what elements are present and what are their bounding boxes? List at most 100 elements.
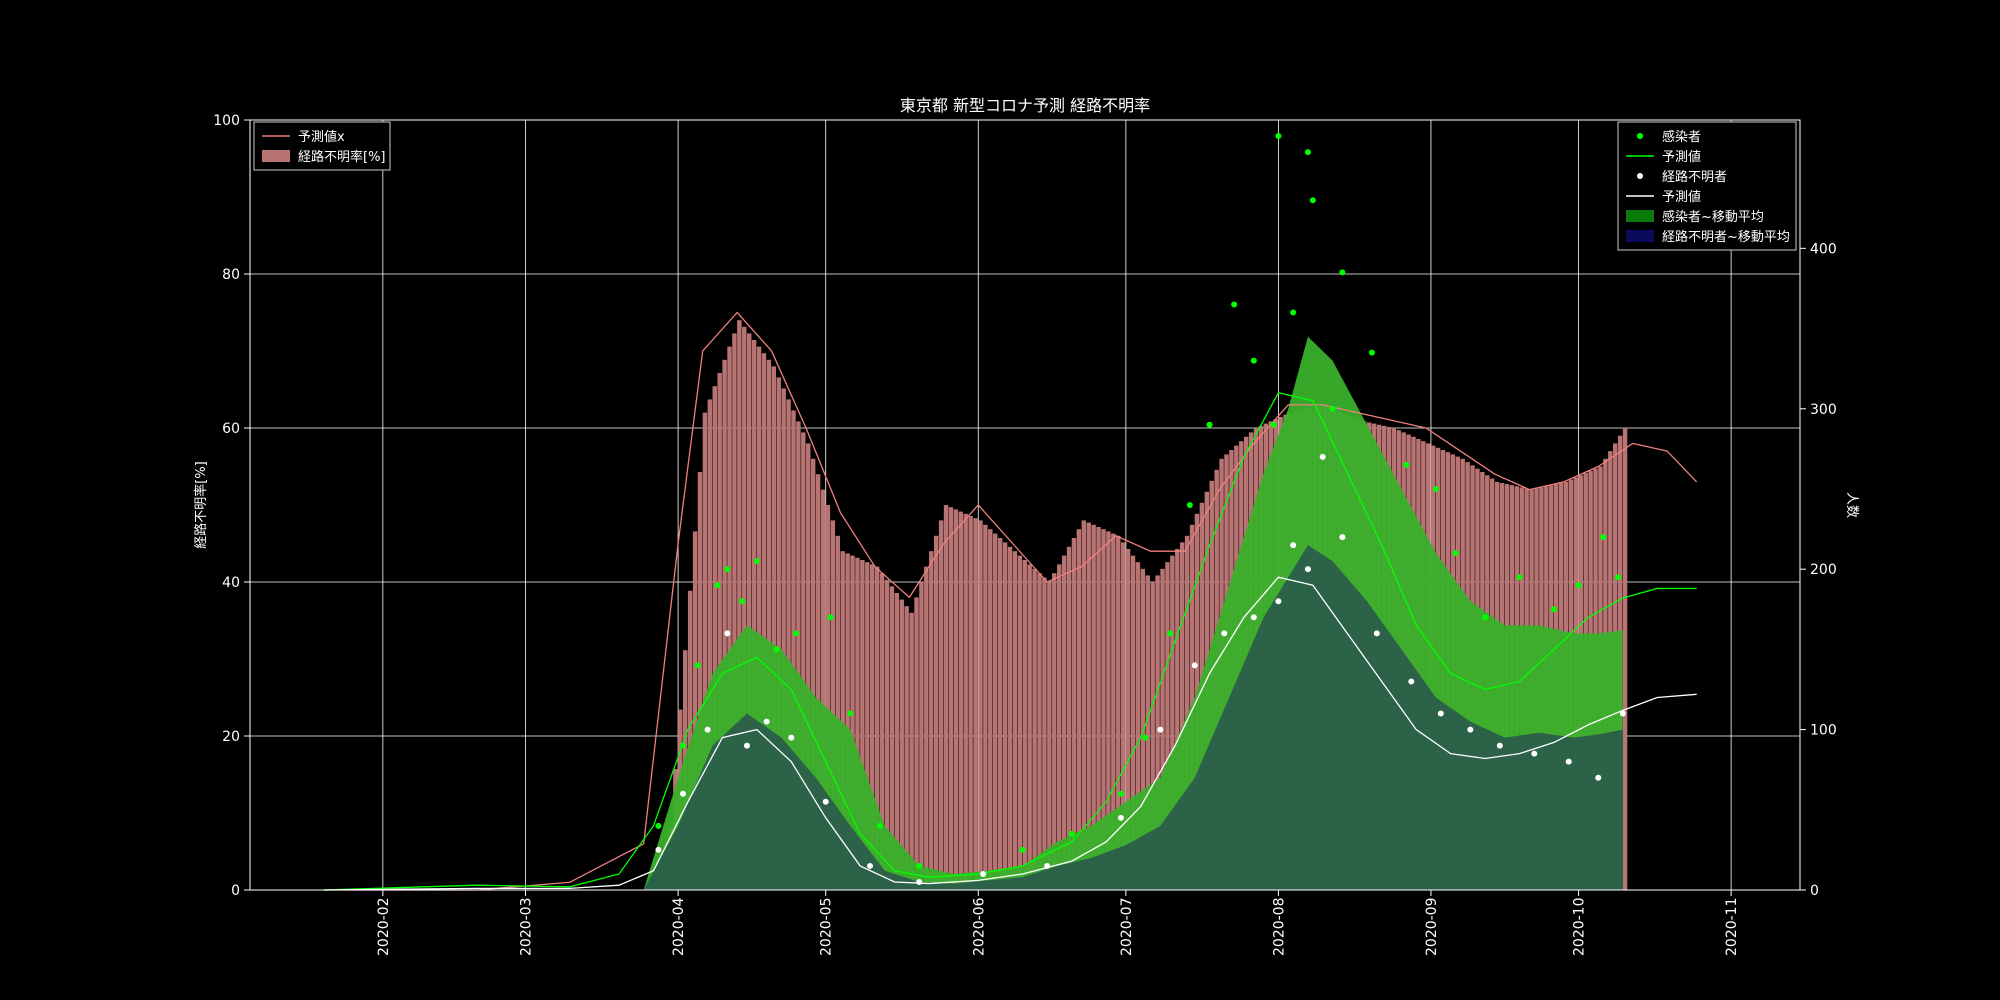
infected-point — [1432, 485, 1439, 492]
legend-label: 予測値x — [298, 129, 345, 145]
legend-left: 予測値x 経路不明率[%] — [253, 121, 391, 171]
infected-point — [1167, 630, 1174, 637]
rate-bar — [1175, 549, 1180, 890]
rate-bar — [761, 353, 767, 890]
rate-bar — [1012, 551, 1018, 890]
rate-bar — [978, 520, 983, 890]
rate-bar — [801, 432, 806, 890]
unknown-point — [1565, 758, 1572, 765]
legend-label: 感染者 — [1662, 129, 1701, 145]
rate-bar — [820, 489, 826, 890]
rate-bar — [933, 535, 939, 890]
y-axis-left: 0 20 40 60 80 100 — [213, 113, 250, 899]
legend-patch-swatch — [1626, 210, 1654, 222]
rate-bar — [1022, 560, 1027, 890]
legend-label: 経路不明者~移動平均 — [1662, 229, 1790, 245]
y-axis-right-label: 人数 — [1844, 492, 1859, 518]
rate-bar — [1145, 575, 1150, 890]
rate-bar — [766, 359, 772, 890]
infected-point — [1068, 830, 1075, 837]
rate-bar — [865, 562, 870, 890]
rate-bar — [1184, 535, 1190, 890]
unknown-point — [1319, 453, 1326, 460]
infected-point — [680, 742, 687, 749]
rate-bar — [781, 388, 786, 890]
y-right-tick-label: 0 — [1810, 883, 1819, 899]
rate-bar — [796, 421, 801, 890]
rate-bar — [870, 564, 875, 890]
rate-bar — [988, 529, 993, 890]
unknown-forecast-line — [323, 576, 1697, 891]
rate-bar — [909, 612, 914, 890]
x-tick-label: 2020-03 — [519, 898, 535, 957]
rate-bar — [1017, 555, 1023, 890]
rate-bar — [791, 410, 796, 890]
rate-bar — [938, 520, 944, 890]
unknown-point — [980, 870, 987, 877]
y-left-tick-label: 0 — [231, 883, 240, 899]
unknown-point — [1619, 710, 1626, 717]
infected-point — [1329, 405, 1336, 412]
legend-label: 経路不明者 — [1662, 169, 1727, 185]
infected-point — [714, 582, 721, 589]
x-tick-label: 2020-02 — [376, 898, 392, 957]
rate-bar — [1061, 555, 1067, 890]
rate-bar — [983, 524, 988, 890]
rate-bar — [702, 412, 708, 890]
x-tick-label: 2020-04 — [671, 897, 687, 956]
rate-bar — [1042, 577, 1047, 890]
rate-bar — [1135, 562, 1141, 890]
rate-bar — [1052, 573, 1057, 890]
rate-bar — [889, 586, 895, 890]
unknown-point — [1373, 630, 1380, 637]
rate-bar — [1032, 568, 1037, 890]
unknown-point — [1044, 862, 1051, 869]
rate-bar — [1076, 529, 1082, 890]
y-left-tick-label: 80 — [222, 267, 240, 283]
infected-point — [1290, 309, 1297, 316]
rate-bar — [1165, 562, 1170, 890]
legend-patch-swatch — [1626, 230, 1654, 242]
rate-bar — [1111, 533, 1116, 890]
rate-bar — [776, 377, 781, 890]
x-tick-label: 2020-07 — [1119, 898, 1135, 957]
rate-bar — [697, 472, 703, 890]
rate-bar — [806, 443, 811, 890]
rate-bar — [968, 516, 973, 890]
rate-bar — [1180, 542, 1185, 890]
y-right-tick-label: 300 — [1810, 402, 1837, 418]
rate-bar — [919, 582, 924, 890]
infected-point — [739, 598, 746, 605]
infected-point — [1309, 197, 1316, 204]
unknown-point — [916, 878, 923, 885]
rate-bar — [722, 359, 727, 890]
rate-bar — [993, 533, 998, 890]
x-tick-label: 2020-08 — [1271, 898, 1287, 957]
unknown-point — [1531, 750, 1538, 757]
rate-bar — [1125, 549, 1131, 890]
x-tick-label: 2020-06 — [971, 897, 987, 956]
rate-bar — [1120, 542, 1126, 890]
rate-bar — [810, 458, 816, 890]
scatter-points — [655, 133, 1626, 885]
unknown-point — [1437, 710, 1444, 717]
rate-bar — [830, 520, 836, 890]
rate-bar — [879, 573, 885, 890]
unknown-point — [1408, 678, 1415, 685]
y-right-tick-label: 100 — [1810, 723, 1837, 739]
legend-dot-swatch — [1637, 173, 1643, 179]
legend-label: 経路不明率[%] — [298, 149, 386, 165]
rate-bar — [727, 346, 732, 891]
infected-point — [793, 630, 800, 637]
rate-bar — [1002, 542, 1008, 890]
unknown-point — [1290, 542, 1297, 549]
rate-bar — [948, 507, 954, 890]
unknown-point — [1496, 742, 1503, 749]
rate-bar — [825, 505, 831, 890]
rate-bar — [953, 509, 959, 890]
legend-label: 感染者~移動平均 — [1662, 209, 1764, 225]
infected-point — [1614, 574, 1621, 581]
rate-bar — [963, 513, 968, 890]
